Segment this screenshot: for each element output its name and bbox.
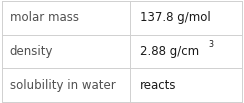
Text: molar mass: molar mass <box>10 11 79 24</box>
Text: 2.88 g/cm: 2.88 g/cm <box>140 45 199 58</box>
Text: 3: 3 <box>208 40 213 49</box>
Text: density: density <box>10 45 53 58</box>
Text: 137.8 g/mol: 137.8 g/mol <box>140 11 211 24</box>
Text: reacts: reacts <box>140 79 176 92</box>
Text: solubility in water: solubility in water <box>10 79 115 92</box>
